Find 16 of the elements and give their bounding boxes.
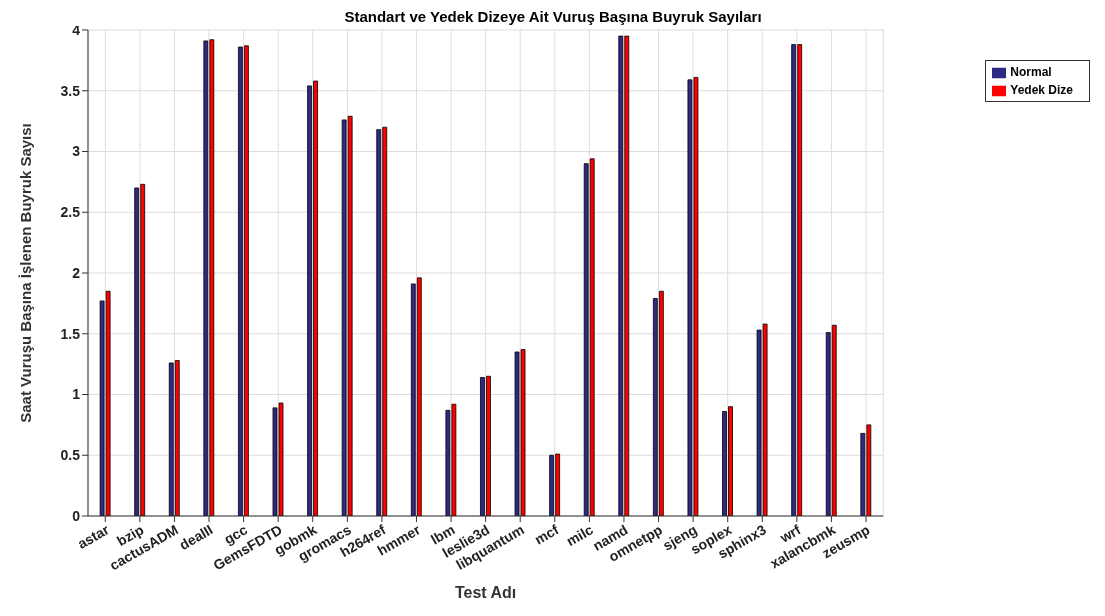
y-tick-label: 3	[72, 143, 81, 160]
y-tick-label: 4	[72, 21, 81, 38]
chart-title: Standart ve Yedek Dizeye Ait Vuruş Başına Buyruk Sayıları	[344, 8, 762, 25]
y-tick-label: 1	[72, 386, 81, 403]
legend-label: Normal	[1010, 65, 1052, 79]
x-axis-title: Test Adı	[454, 584, 517, 601]
y-tick-label: 0	[72, 507, 81, 524]
legend-label: Yedek Dize	[1010, 83, 1073, 97]
y-axis-title: Saat Vuruşu Başına İşlenen Buyruk Sayısı	[17, 123, 35, 423]
y-tick-label: 1.5	[60, 325, 81, 342]
y-tick-label: 2.5	[60, 204, 81, 221]
y-tick-label: 2	[72, 264, 81, 281]
y-tick-label: 3.5	[60, 82, 81, 99]
y-tick-label: 0.5	[60, 447, 81, 464]
x-tick-label: mcf	[531, 521, 562, 548]
x-tick-label: astar	[74, 521, 113, 552]
